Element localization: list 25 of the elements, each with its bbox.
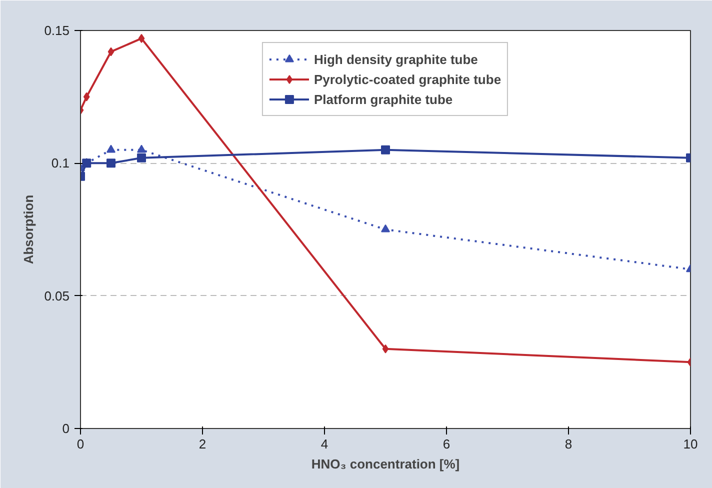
y-tick-label: 0.15: [44, 23, 70, 38]
y-tick-label: 0: [62, 421, 70, 436]
point: [138, 34, 145, 43]
legend-label: Platform graphite tube: [314, 92, 453, 106]
legend-label: High density graphite tube: [314, 52, 478, 66]
point: [83, 92, 90, 102]
point: [381, 145, 390, 154]
x-tick-label: 10: [683, 436, 698, 452]
x-tick-label: 2: [198, 436, 206, 452]
y-tick-label: 0.05: [44, 288, 70, 304]
y-tick-label: 0.1: [51, 156, 70, 171]
point: [381, 224, 390, 232]
point: [137, 153, 146, 162]
point: [106, 144, 116, 153]
y-axis-title: Absorption: [21, 194, 36, 264]
x-axis-title: HNO₃ concentration [%]: [311, 456, 460, 472]
point: [137, 144, 146, 153]
x-tick-label: 6: [442, 436, 450, 452]
x-tick-label: 4: [320, 436, 328, 452]
point: [382, 344, 389, 354]
point: [108, 47, 114, 56]
x-tick-label: 8: [564, 436, 572, 452]
point: [106, 158, 116, 168]
x-tick-label: 0: [76, 436, 84, 452]
legend-label: Pyrolytic-coated graphite tube: [314, 72, 502, 86]
